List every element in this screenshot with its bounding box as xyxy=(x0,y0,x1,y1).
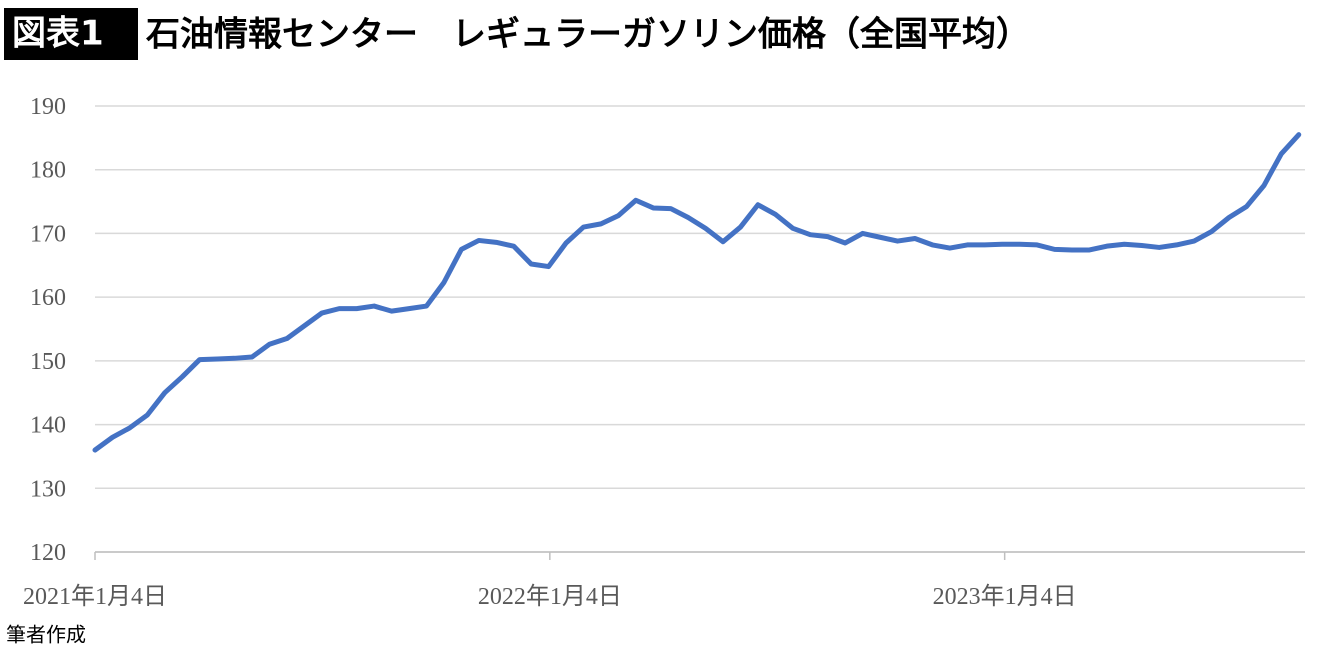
y-tick-label: 120 xyxy=(30,540,66,566)
badge-box xyxy=(4,8,138,60)
y-tick-label: 150 xyxy=(30,349,66,375)
source-note: 筆者作成 xyxy=(6,623,86,647)
x-tick-label: 2022年1月4日 xyxy=(478,583,622,610)
y-tick-label: 160 xyxy=(30,285,66,311)
x-tick-label: 2023年1月4日 xyxy=(933,583,1077,610)
badge: 図表1 xyxy=(12,14,104,54)
y-tick-label: 130 xyxy=(30,476,66,502)
chart-title: 石油情報センター レギュラーガソリン価格（全国平均） xyxy=(145,15,1030,55)
y-tick-label: 170 xyxy=(30,221,66,247)
y-tick-label: 190 xyxy=(30,94,66,120)
price-line xyxy=(92,132,1302,453)
x-tick-label: 2021年1月4日 xyxy=(23,583,167,610)
y-tick-label: 140 xyxy=(30,413,66,439)
y-tick-label: 180 xyxy=(30,158,66,184)
